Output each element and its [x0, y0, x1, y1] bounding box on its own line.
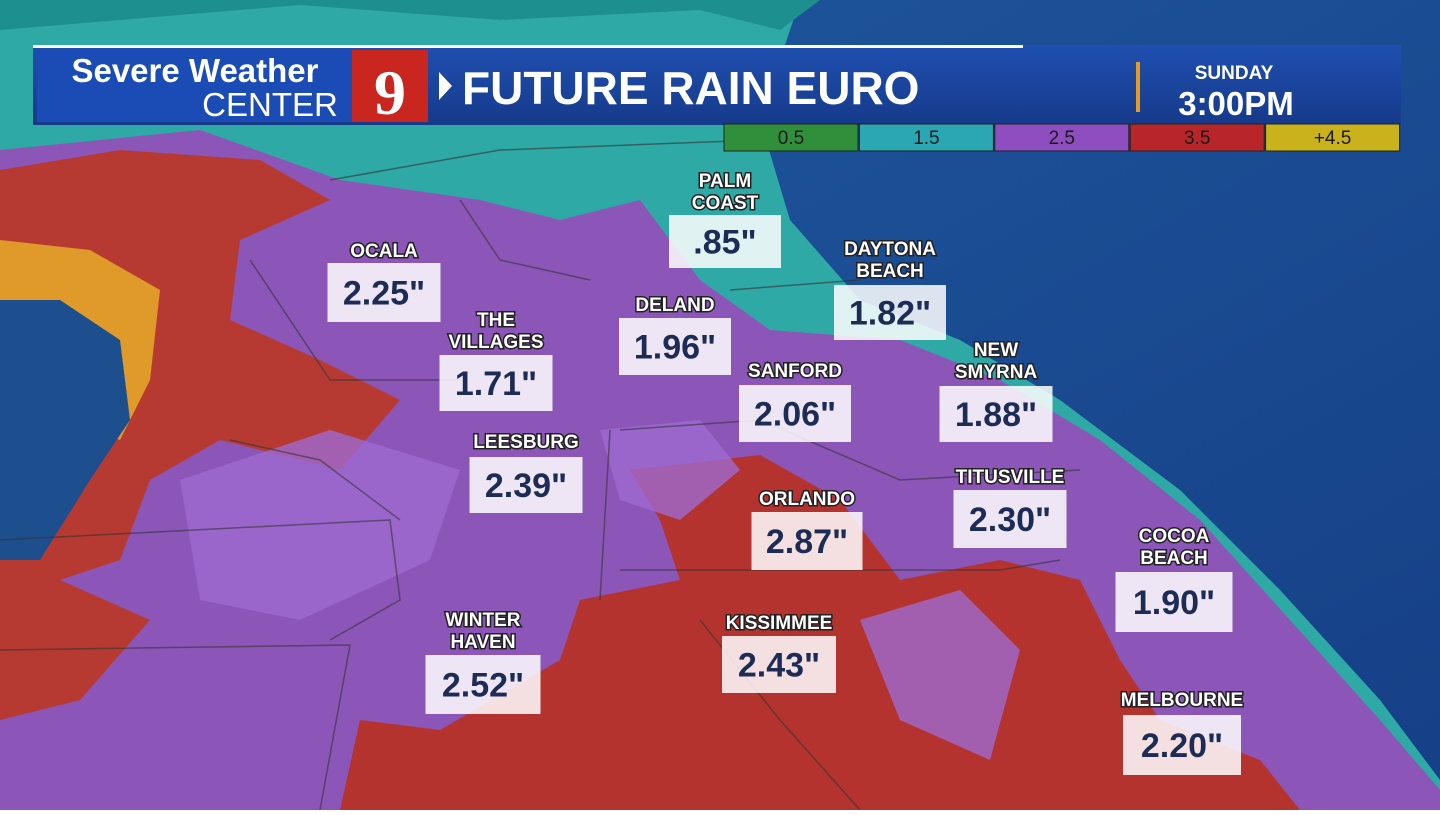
legend-label: 0.5 [778, 128, 804, 149]
city-name: WINTER [446, 610, 521, 631]
rain-total: 2.52" [442, 667, 524, 705]
rain-total: 1.90" [1133, 584, 1215, 622]
channel-box [352, 50, 428, 122]
city: SANFORD 2.06" [739, 360, 851, 442]
rain-total: 2.06" [754, 396, 836, 434]
value-box [739, 385, 851, 442]
legend-swatch [723, 123, 859, 152]
county-lines [0, 139, 1081, 811]
value-box [834, 285, 946, 340]
value-box [953, 490, 1067, 548]
city-name: BEACH [856, 261, 924, 282]
city: OCALA 2.25" [327, 240, 441, 322]
value-box [751, 512, 863, 570]
value-box [939, 386, 1053, 442]
time: 3:00PM [1178, 85, 1294, 122]
rain-red-east [340, 455, 1300, 810]
city-name: HAVEN [450, 632, 515, 653]
city: MELBOURNE 2.20" [1119, 689, 1245, 775]
value-box [425, 655, 541, 714]
value-box [439, 355, 553, 411]
rain-total: 2.43" [738, 647, 820, 685]
brand-line1: Severe Weather [71, 52, 318, 89]
rain-total: 2.30" [969, 501, 1051, 539]
rain-total: 1.82" [849, 295, 931, 333]
city: LEESBURG 2.39" [469, 431, 583, 513]
legend-swatch [994, 123, 1130, 152]
city-name: DAYTONA [844, 239, 936, 260]
city-name: KISSIMMEE [726, 613, 833, 634]
rain-total: 2.39" [485, 467, 567, 505]
legend-swatch [1129, 123, 1265, 152]
value-box [722, 636, 836, 693]
brand-line2: CENTER [202, 86, 338, 123]
legend-swatch [858, 123, 994, 152]
value-box [619, 318, 731, 375]
land-north [0, 0, 820, 30]
legend-label: 3.5 [1184, 128, 1210, 149]
city-name: SMYRNA [955, 362, 1038, 383]
rain-total: .85" [693, 224, 756, 262]
legend-label: 1.5 [913, 128, 939, 149]
city-name: LEESBURG [473, 432, 579, 453]
day: SUNDAY [1195, 63, 1274, 84]
value-box [1115, 572, 1233, 632]
city-name: COCOA [1139, 526, 1210, 547]
rain-total: 1.88" [955, 396, 1037, 434]
city-name: THE [477, 310, 515, 331]
arrow [439, 72, 452, 100]
city-name: COAST [692, 193, 759, 214]
city-name: SANFORD [748, 361, 842, 382]
rain-total: 1.96" [634, 329, 716, 367]
divider [1136, 62, 1140, 112]
city-name: MELBOURNE [1121, 690, 1243, 711]
channel-number: 9 [374, 57, 406, 128]
city-name: OCALA [350, 241, 418, 262]
gulf [0, 300, 130, 560]
value-box [1123, 715, 1241, 775]
legend-label: 2.5 [1049, 128, 1075, 149]
city-name: ORLANDO [759, 489, 855, 510]
legend-label: +4.5 [1314, 128, 1352, 149]
value-box [327, 263, 441, 322]
rain-total: 2.20" [1141, 727, 1223, 765]
city-name: BEACH [1140, 548, 1208, 569]
value-box [469, 457, 583, 513]
city-name: VILLAGES [448, 332, 543, 353]
rain-total: 2.87" [766, 523, 848, 561]
value-box [669, 215, 781, 268]
header-rule [33, 45, 1023, 48]
legend-swatch [1265, 123, 1401, 152]
city-name: PALM [699, 171, 751, 192]
city-name: DELAND [635, 295, 714, 316]
legend: 0.5 1.5 2.5 3.5 +4.5 [723, 123, 1401, 152]
city: KISSIMMEE 2.43" [722, 612, 836, 693]
city-name: TITUSVILLE [956, 467, 1065, 488]
brand-box [37, 50, 352, 122]
rain-total: 2.25" [343, 275, 425, 313]
title: FUTURE RAIN EURO [462, 62, 919, 114]
rain-total: 1.71" [455, 365, 537, 403]
cities: PALMCOAST.85"OCALA2.25"DAYTONABEACH1.82"… [327, 170, 1245, 775]
city: TITUSVILLE 2.30" [953, 466, 1067, 548]
city: ORLANDO 2.87" [751, 488, 863, 570]
city-name: NEW [974, 340, 1018, 361]
city: DELAND 1.96" [619, 294, 731, 375]
rain-purple-patches [180, 420, 1020, 760]
